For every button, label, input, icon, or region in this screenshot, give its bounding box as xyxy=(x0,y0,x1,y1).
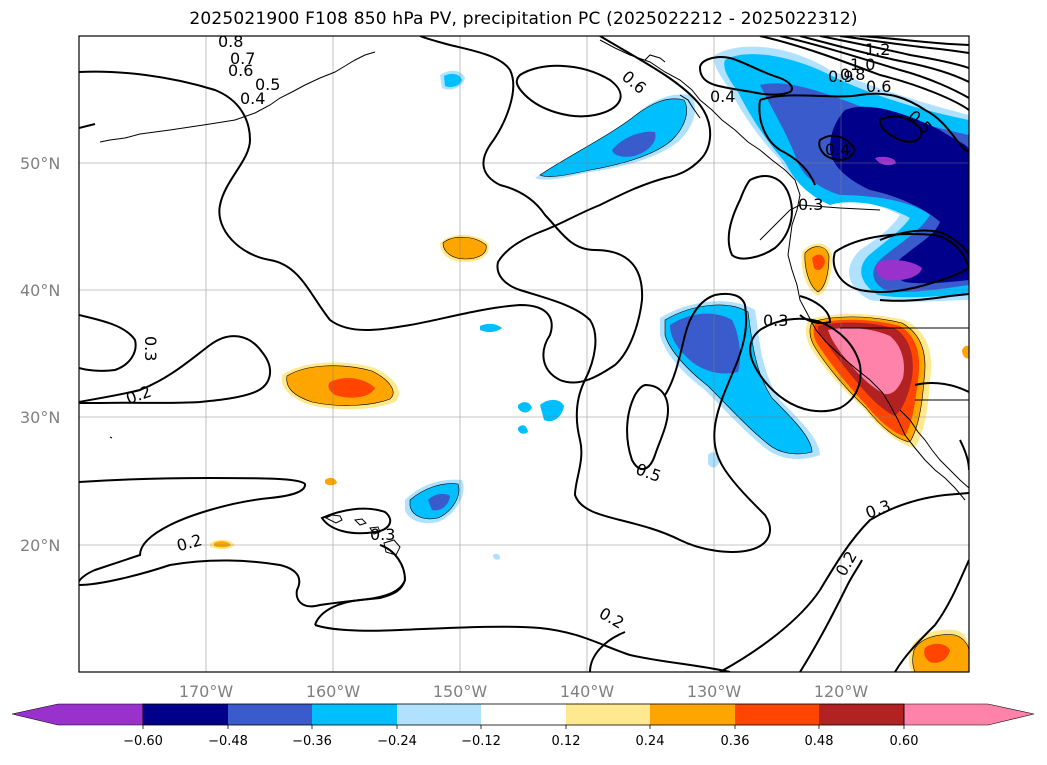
contour-label: 0.3 xyxy=(141,336,160,361)
colorbar-swatch xyxy=(143,704,228,725)
shading-outlines xyxy=(286,98,969,672)
contour-label: 0.5 xyxy=(255,75,280,94)
colorbar-swatch xyxy=(397,704,481,725)
colorbar-tick-label: 0.60 xyxy=(890,734,919,749)
lat-label: 30°N xyxy=(20,408,60,427)
colorbar-tick-label: −0.12 xyxy=(461,734,501,749)
contour-label: 0.4 xyxy=(825,140,850,159)
precip-shading xyxy=(210,46,969,672)
contour-label: 0.3 xyxy=(763,311,788,330)
colorbar: −0.60 −0.48 −0.36 −0.24 −0.12 0.12 0.24 … xyxy=(11,703,1035,749)
lon-label: 130°W xyxy=(687,682,742,701)
colorbar-tick-label: 0.48 xyxy=(805,734,834,749)
colorbar-swatch xyxy=(312,704,397,725)
lat-label: 20°N xyxy=(20,536,60,555)
colorbar-swatch xyxy=(228,704,312,725)
colorbar-tick-label: 0.12 xyxy=(552,734,581,749)
contour-label: 0.4 xyxy=(710,87,735,106)
lon-label: 120°W xyxy=(814,682,869,701)
lat-label: 40°N xyxy=(20,281,60,300)
lon-label: 140°W xyxy=(560,682,615,701)
colorbar-tick-label: 0.24 xyxy=(636,734,665,749)
colorbar-extend-max xyxy=(903,703,1035,726)
colorbar-tick-label: −0.24 xyxy=(377,734,417,749)
colorbar-swatch xyxy=(650,704,735,725)
contour-label: 0.9 xyxy=(828,67,853,86)
contour-label: 1.0 xyxy=(850,55,875,74)
contour-label: 0.4 xyxy=(240,89,265,108)
colorbar-swatch xyxy=(735,704,819,725)
lon-label: 150°W xyxy=(433,682,488,701)
contour-label: 1.2 xyxy=(865,40,890,59)
contour-label: 0.6 xyxy=(866,77,891,96)
contour-label: 0.8 xyxy=(218,32,243,51)
contour-label: 0.7 xyxy=(230,49,255,68)
colorbar-tick-label: −0.48 xyxy=(208,734,248,749)
colorbar-swatch xyxy=(819,704,904,725)
contour-label: 0.6 xyxy=(228,61,253,80)
contour-label: 0.3 xyxy=(370,525,395,544)
colorbar-swatch xyxy=(566,704,650,725)
lon-label: 160°W xyxy=(306,682,361,701)
graticule xyxy=(79,36,969,672)
contour-label: 0.3 xyxy=(798,195,823,214)
colorbar-swatch xyxy=(481,704,566,725)
coastlines xyxy=(99,39,969,556)
colorbar-extend-min xyxy=(11,703,144,726)
map-content xyxy=(79,36,969,672)
pv-contours xyxy=(79,36,969,672)
map-title: 2025021900 F108 850 hPa PV, precipitatio… xyxy=(189,9,858,29)
map-frame xyxy=(78,35,970,673)
lon-label: 170°W xyxy=(179,682,234,701)
lat-label: 50°N xyxy=(20,154,60,173)
colorbar-tick-label: −0.60 xyxy=(123,734,163,749)
longitude-labels: 170°W 160°W 150°W 140°W 130°W 120°W xyxy=(179,682,869,701)
contour-label: 0.8 xyxy=(840,65,865,84)
latitude-labels: 50°N 40°N 30°N 20°N xyxy=(20,154,60,555)
colorbar-tick-label: 0.36 xyxy=(721,734,750,749)
colorbar-tick-label: −0.36 xyxy=(292,734,332,749)
